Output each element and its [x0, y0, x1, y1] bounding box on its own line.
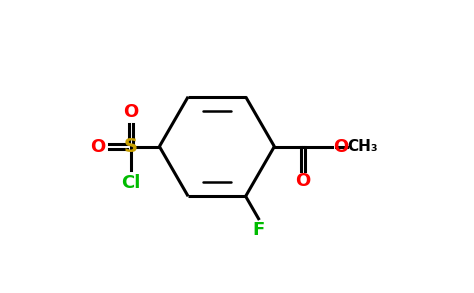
Text: O: O [90, 137, 105, 156]
Text: S: S [124, 137, 137, 156]
Text: CH₃: CH₃ [347, 139, 378, 154]
Text: O: O [333, 137, 348, 156]
Text: F: F [253, 221, 264, 239]
Text: Cl: Cl [121, 174, 140, 192]
Text: O: O [295, 172, 311, 190]
Text: O: O [123, 103, 138, 121]
